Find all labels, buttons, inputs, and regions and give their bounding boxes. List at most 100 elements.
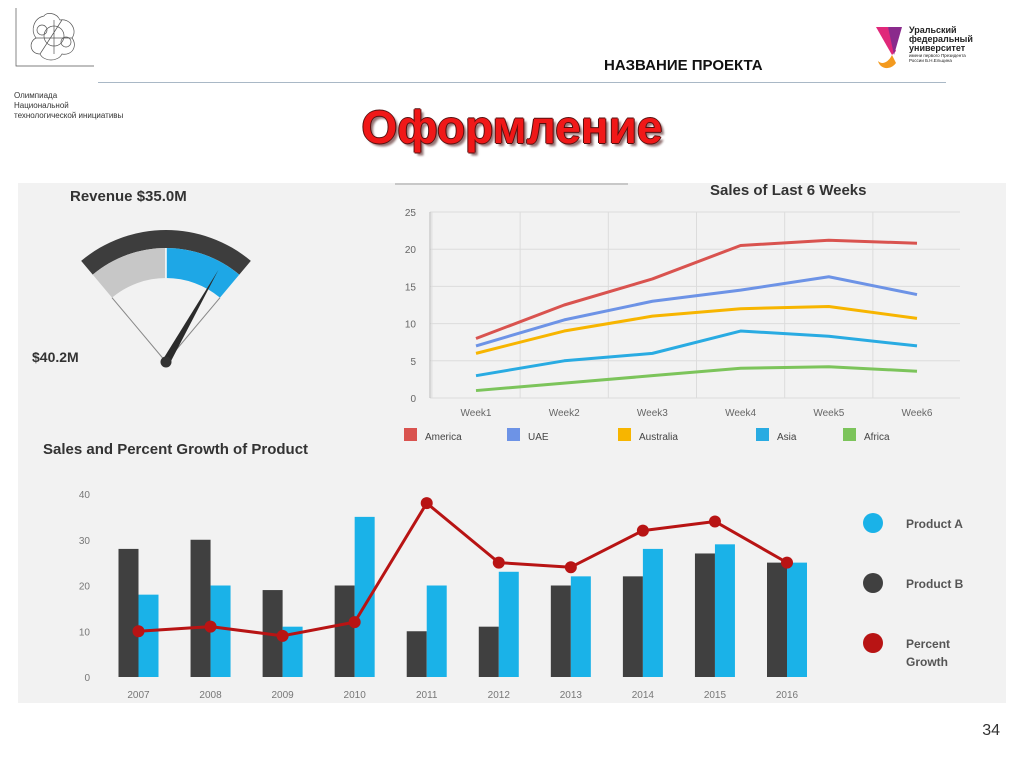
gauge-value-segment: [166, 248, 240, 298]
gauge-needle: [162, 269, 219, 364]
growth-point: [492, 556, 505, 569]
bar-chart-x-tick: 2014: [632, 690, 655, 701]
line-chart-y-tick: 5: [410, 357, 416, 368]
bar-chart-x-tick: 2016: [776, 690, 799, 701]
bar-chart-y-tick: 0: [84, 673, 90, 684]
legend-dot-percent-growth: [863, 633, 883, 653]
bar-product-a: [498, 571, 519, 677]
bar-chart-x-tick: 2012: [488, 690, 511, 701]
legend-swatch-america: [404, 428, 417, 441]
line-series-asia: [475, 329, 918, 378]
bar-product-a: [426, 585, 447, 677]
legend-label-america: America: [425, 432, 462, 443]
gauge-outer-arc: [81, 230, 251, 275]
line-chart-legend: America UAE Australia Asia Africa: [404, 428, 890, 443]
gauge-grey-segment: [92, 248, 166, 298]
growth-point: [132, 625, 145, 638]
bar-product-a: [570, 576, 591, 677]
line-chart-title: Sales of Last 6 Weeks: [710, 182, 866, 199]
page-number: 34: [982, 722, 1000, 739]
bar-product-b: [190, 539, 211, 677]
legend-swatch-asia: [756, 428, 769, 441]
bar-chart-x-ticks: 2007 2008 2009 2010 2011 2012 2013 2014 2015 2016: [127, 690, 798, 701]
legend-label-product-b: Product B: [906, 577, 964, 591]
growth-point: [204, 620, 217, 633]
line-series-australia: [475, 304, 918, 355]
legend-label-product-a: Product A: [906, 517, 963, 531]
bar-product-b: [118, 548, 139, 677]
growth-point: [781, 556, 793, 569]
growth-point: [276, 629, 289, 642]
legend-dot-product-a: [863, 513, 883, 533]
olympiad-caption-line: технологической инициативы: [14, 111, 124, 120]
legend-dot-product-b: [863, 573, 883, 593]
line-chart-series: [475, 238, 918, 393]
growth-line: [138, 501, 788, 638]
legend-label-uae: UAE: [528, 432, 549, 443]
bar-product-a: [138, 594, 159, 677]
bar-product-b: [767, 562, 787, 677]
legend-label-australia: Australia: [639, 432, 678, 443]
urfu-caption: Уральский федеральный университет имени …: [909, 25, 973, 64]
line-chart-y-tick: 15: [405, 282, 417, 293]
legend-swatch-uae: [507, 428, 520, 441]
line-chart-x-tick: Week4: [725, 408, 756, 419]
line-chart-x-ticks: Week1 Week2 Week3 Week4 Week5 Week6: [461, 408, 933, 419]
bar-chart-y-tick: 20: [79, 582, 91, 593]
bar-product-a: [787, 562, 807, 677]
legend-label-line: Growth: [906, 655, 948, 669]
line-series-africa: [475, 365, 918, 393]
olympiad-caption-line: Национальной: [14, 101, 69, 110]
olympiad-caption-line: Олимпиада: [14, 91, 58, 100]
line-chart-y-tick: 10: [405, 320, 417, 331]
urfu-caption-line: Уральский: [909, 25, 957, 35]
olympiad-logo: [15, 8, 94, 67]
revenue-gauge: Revenue $35.0M $40.2M: [32, 188, 251, 368]
growth-point: [708, 515, 721, 528]
bar-product-a: [642, 548, 663, 677]
bar-product-b: [550, 585, 571, 677]
bar-product-b: [694, 553, 715, 677]
legend-swatch-australia: [618, 428, 631, 441]
growth-point: [564, 561, 577, 574]
legend-label-line: Percent: [906, 637, 950, 651]
bar-product-a: [354, 516, 375, 677]
urfu-caption-line: университет: [909, 43, 966, 53]
bar-product-b: [622, 576, 643, 677]
gauge-title: Revenue $35.0M: [70, 188, 187, 205]
bar-product-a: [282, 626, 303, 677]
bar-product-a: [714, 544, 735, 677]
legend-label-percent-growth: Percent Growth: [906, 637, 950, 669]
growth-point: [636, 524, 649, 537]
urfu-caption-line: федеральный: [909, 34, 973, 44]
olympiad-caption: Олимпиада Национальной технологической и…: [14, 91, 123, 121]
bar-chart-x-tick: 2010: [344, 690, 367, 701]
bar-chart-bars: [118, 516, 807, 677]
product-sales-bar-chart: Sales and Percent Growth of Product 0 10 2…: [43, 441, 964, 701]
line-chart-y-tick: 25: [405, 208, 417, 219]
line-chart-x-tick: Week5: [813, 408, 844, 419]
bar-chart-y-tick: 30: [79, 536, 91, 547]
gauge-hub: [160, 356, 172, 368]
bar-chart-x-tick: 2009: [271, 690, 294, 701]
bar-chart-title: Sales and Percent Growth of Product: [43, 441, 308, 458]
urfu-logo: [876, 27, 902, 69]
line-chart-x-tick: Week6: [902, 408, 933, 419]
line-chart-y-ticks: 0 5 10 15 20 25: [405, 208, 417, 405]
slide-title: Оформление: [361, 101, 663, 153]
line-chart-x-tick: Week1: [461, 408, 492, 419]
bar-chart-x-tick: 2007: [127, 690, 150, 701]
line-series-america: [475, 238, 918, 340]
legend-label-asia: Asia: [777, 432, 797, 443]
urfu-caption-small: России Б.Н.Ельцина: [909, 58, 952, 63]
bar-product-b: [406, 631, 427, 677]
line-series-uae: [475, 275, 918, 348]
legend-label-africa: Africa: [864, 432, 890, 443]
bar-product-b: [334, 585, 355, 677]
line-chart-x-tick: Week2: [549, 408, 580, 419]
legend-swatch-africa: [843, 428, 856, 441]
bar-chart-y-ticks: 0 10 20 30 40: [79, 490, 91, 684]
project-name: НАЗВАНИЕ ПРОЕКТА: [604, 57, 763, 74]
header-divider: [98, 82, 946, 83]
